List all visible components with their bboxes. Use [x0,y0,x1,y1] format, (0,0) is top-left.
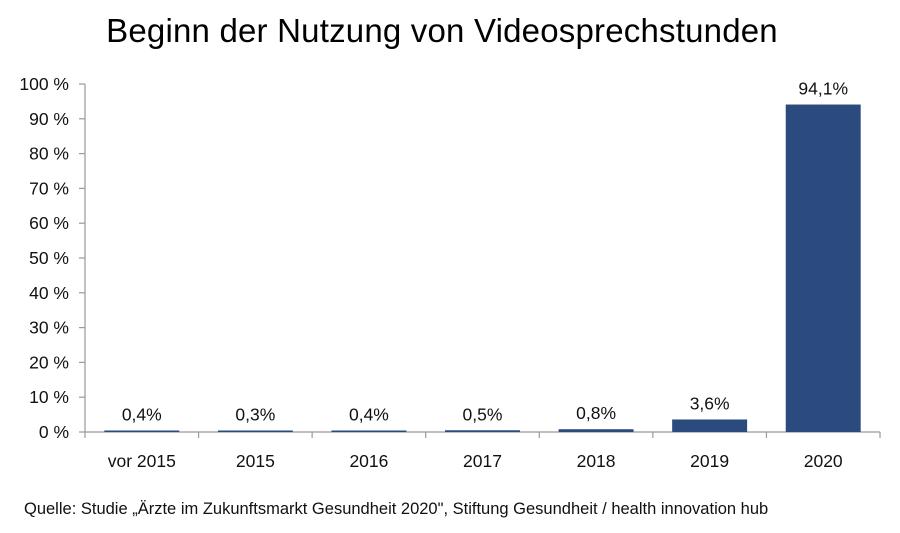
x-tick-label: 2020 [804,451,843,471]
bar [558,429,634,432]
y-tick-label: 100 % [19,74,69,94]
data-label: 0,4% [349,405,389,425]
y-tick-label: 90 % [29,109,69,129]
y-tick-label: 30 % [29,318,69,338]
bar [672,419,748,432]
bar [104,430,180,432]
x-tick-label: 2016 [349,451,388,471]
x-tick-label: 2018 [577,451,616,471]
x-tick-label: 2017 [463,451,502,471]
value-labels: 0,4% 0,3% 0,4% 0,5% 0,8% 3,6% 94,1% [122,79,848,425]
data-label: 0,4% [122,405,162,425]
x-tick-label: vor 2015 [108,451,176,471]
bar [785,104,861,433]
data-label: 0,8% [576,403,616,423]
data-label: 0,3% [235,405,275,425]
y-tick-label: 60 % [29,213,69,233]
x-axis: vor 2015 2015 2016 2017 2018 2019 2020 [84,431,881,471]
y-tick-label: 20 % [29,352,69,372]
data-label: 3,6% [690,393,730,413]
data-label: 94,1% [798,79,848,99]
bars [104,104,861,433]
chart-title: Beginn der Nutzung von Videosprechstunde… [106,12,778,49]
bar [445,430,520,432]
bar [217,430,293,432]
y-tick-label: 0 % [39,422,69,442]
y-tick-label: 80 % [29,144,69,164]
y-tick-label: 40 % [29,283,69,303]
y-axis: 0 % 10 % 20 % 30 % 40 % 50 % 60 % 70 % 80 % 90 % 1… [19,74,86,442]
source-note: Quelle: Studie „Ärzte im Zukunftsmarkt G… [24,500,769,518]
x-tick-label: 2015 [236,451,275,471]
y-tick-label: 10 % [29,387,69,407]
y-tick-label: 50 % [29,248,69,268]
bar [331,430,407,432]
data-label: 0,5% [463,404,503,424]
y-tick-label: 70 % [29,178,69,198]
x-tick-label: 2019 [690,451,729,471]
